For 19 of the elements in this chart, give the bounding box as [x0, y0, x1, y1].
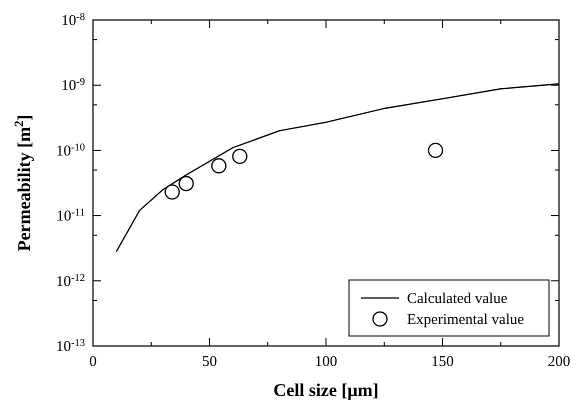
point [232, 148, 248, 164]
point [428, 142, 444, 158]
x-axis-title: Cell size [μm] [273, 380, 379, 400]
x-tick-label: 50 [202, 354, 217, 370]
x-tick-label: 200 [548, 354, 570, 370]
y-tick-label: 10$^{-12}$ [56, 272, 85, 290]
y-tick-label: 10$^{-11}$ [56, 207, 85, 225]
y-tick-label: 10$^{-13}$ [56, 338, 85, 355]
point [164, 184, 180, 200]
legend-label: Calculated value [407, 291, 508, 307]
y-tick-label: 10$^{-9}$ [61, 76, 85, 94]
point [211, 158, 226, 174]
x-tick-label: 0 [89, 354, 97, 370]
x-tick-label: 100 [314, 354, 338, 370]
y-tick-label: 10$^{-8}$ [61, 12, 85, 29]
legend-label: Experimental value [407, 312, 524, 328]
y-tick-label: 10$^{-10}$ [56, 142, 85, 160]
x-tick-label: 150 [431, 354, 454, 370]
point [178, 176, 194, 192]
